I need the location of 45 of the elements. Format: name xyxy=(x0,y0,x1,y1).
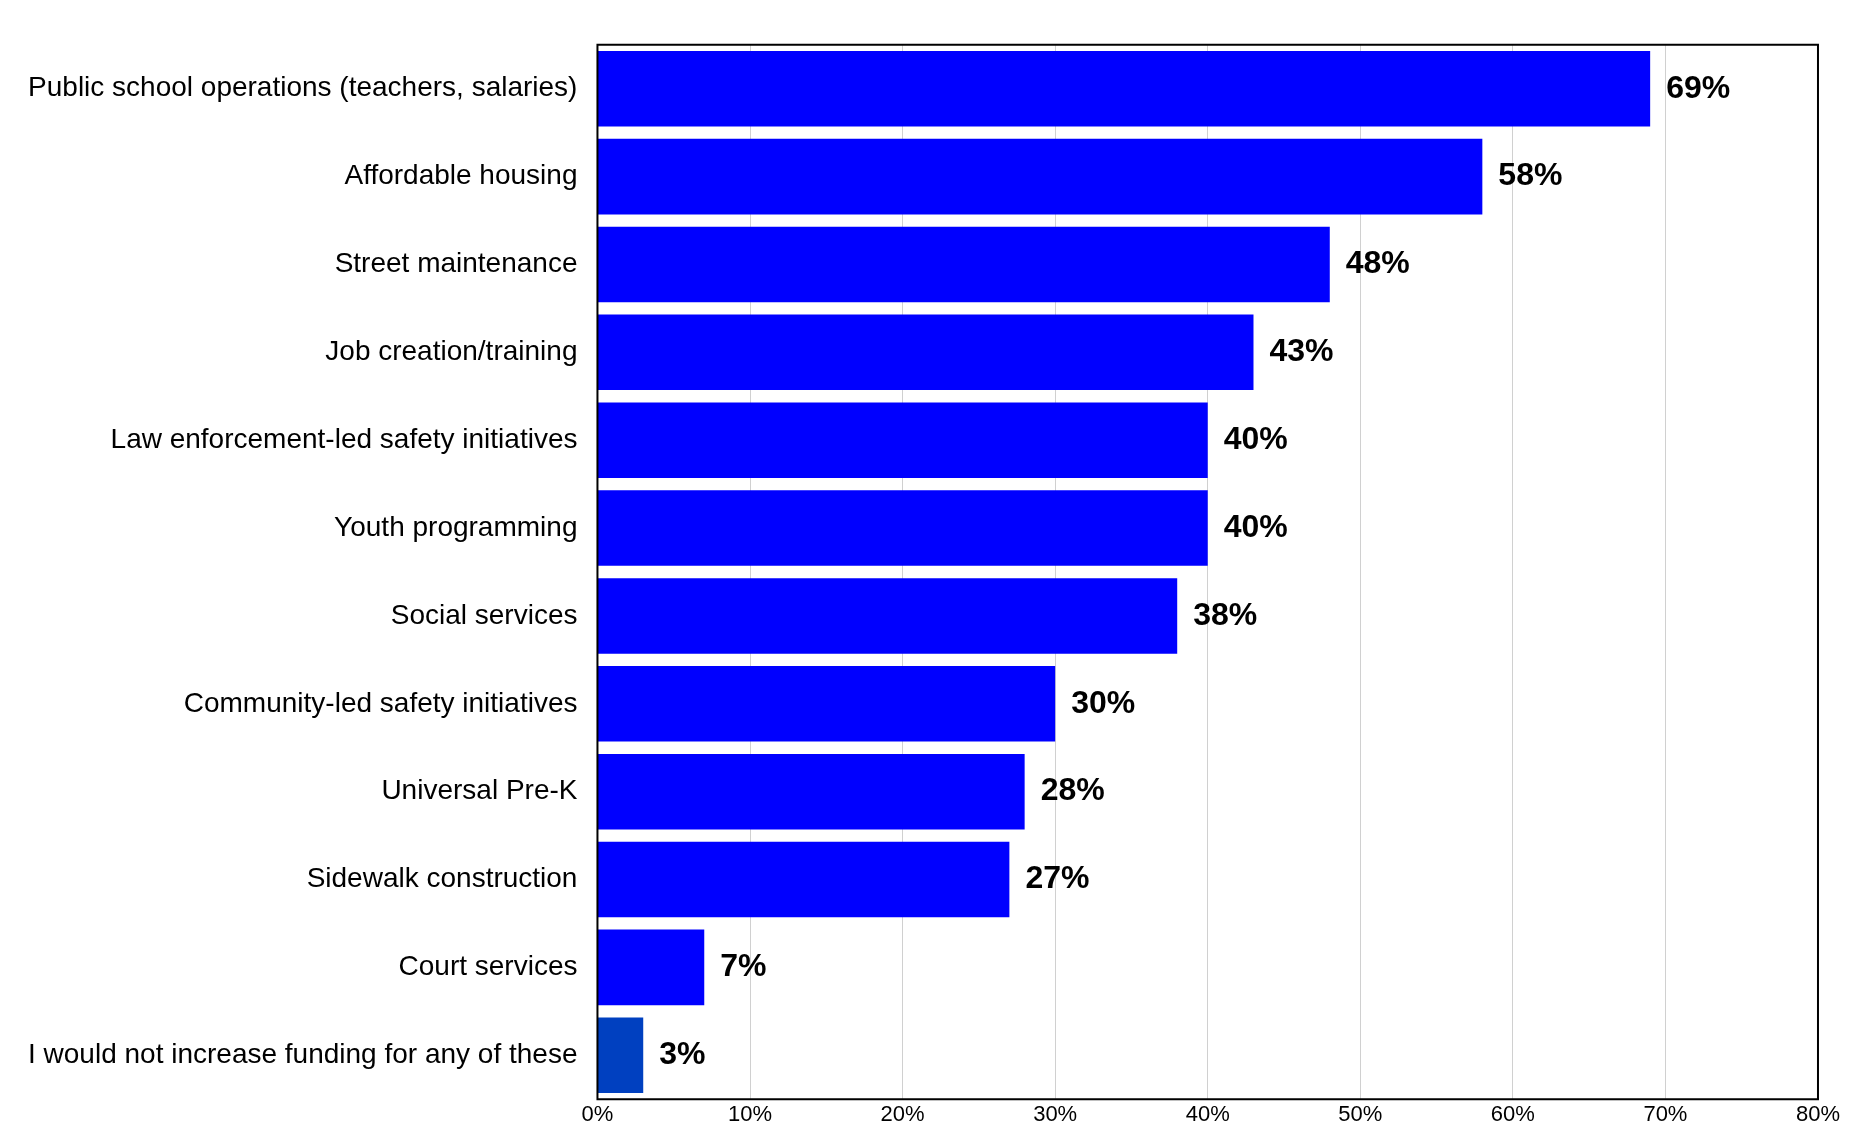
data-label: 69% xyxy=(1666,68,1731,105)
data-label: 43% xyxy=(1269,332,1334,369)
y-tick-label: Job creation/training xyxy=(325,335,578,367)
y-tick-label: Law enforcement-led safety initiatives xyxy=(110,422,578,454)
bar xyxy=(597,50,1651,127)
x-tick-label: 30% xyxy=(1033,1101,1078,1127)
data-label: 40% xyxy=(1223,507,1288,544)
y-tick-label: Community-led safety initiatives xyxy=(183,686,578,718)
bar xyxy=(597,226,1330,303)
y-tick-label: Youth programming xyxy=(334,510,578,542)
x-tick-label: 20% xyxy=(880,1101,925,1127)
data-label: 27% xyxy=(1025,859,1090,896)
x-tick-label: 40% xyxy=(1185,1101,1230,1127)
data-label: 30% xyxy=(1071,683,1136,720)
data-label: 58% xyxy=(1498,156,1563,193)
y-tick-label: Social services xyxy=(390,598,578,630)
bar xyxy=(597,490,1208,566)
bar xyxy=(597,314,1254,391)
x-tick-label: 0% xyxy=(581,1101,614,1127)
data-label: 38% xyxy=(1193,595,1258,632)
bar xyxy=(597,753,1025,830)
y-tick-label: Universal Pre-K xyxy=(381,774,578,806)
x-tick-label: 50% xyxy=(1338,1101,1383,1127)
bar xyxy=(597,578,1178,654)
x-tick-label: 80% xyxy=(1795,1101,1841,1127)
data-label: 40% xyxy=(1223,420,1288,457)
bar xyxy=(597,841,1010,918)
bar xyxy=(597,1017,644,1094)
data-label: 7% xyxy=(720,947,767,984)
data-label: 48% xyxy=(1345,244,1410,281)
bar xyxy=(597,138,1483,215)
y-tick-label: Court services xyxy=(398,950,578,982)
y-tick-label: Affordable housing xyxy=(344,159,578,191)
bar xyxy=(597,929,705,1006)
data-label: 28% xyxy=(1040,771,1105,808)
x-tick-label: 70% xyxy=(1643,1101,1688,1127)
y-tick-label: Sidewalk construction xyxy=(306,862,578,894)
y-tick-label: Public school operations (teachers, salaries) xyxy=(28,71,578,103)
x-tick-label: 10% xyxy=(728,1101,773,1127)
bar xyxy=(597,402,1208,478)
bar xyxy=(597,666,1056,742)
data-label: 3% xyxy=(659,1035,706,1072)
y-tick-label: I would not increase funding for any of these xyxy=(27,1037,578,1069)
x-tick-label: 60% xyxy=(1490,1101,1535,1127)
y-tick-label: Street maintenance xyxy=(334,247,578,279)
